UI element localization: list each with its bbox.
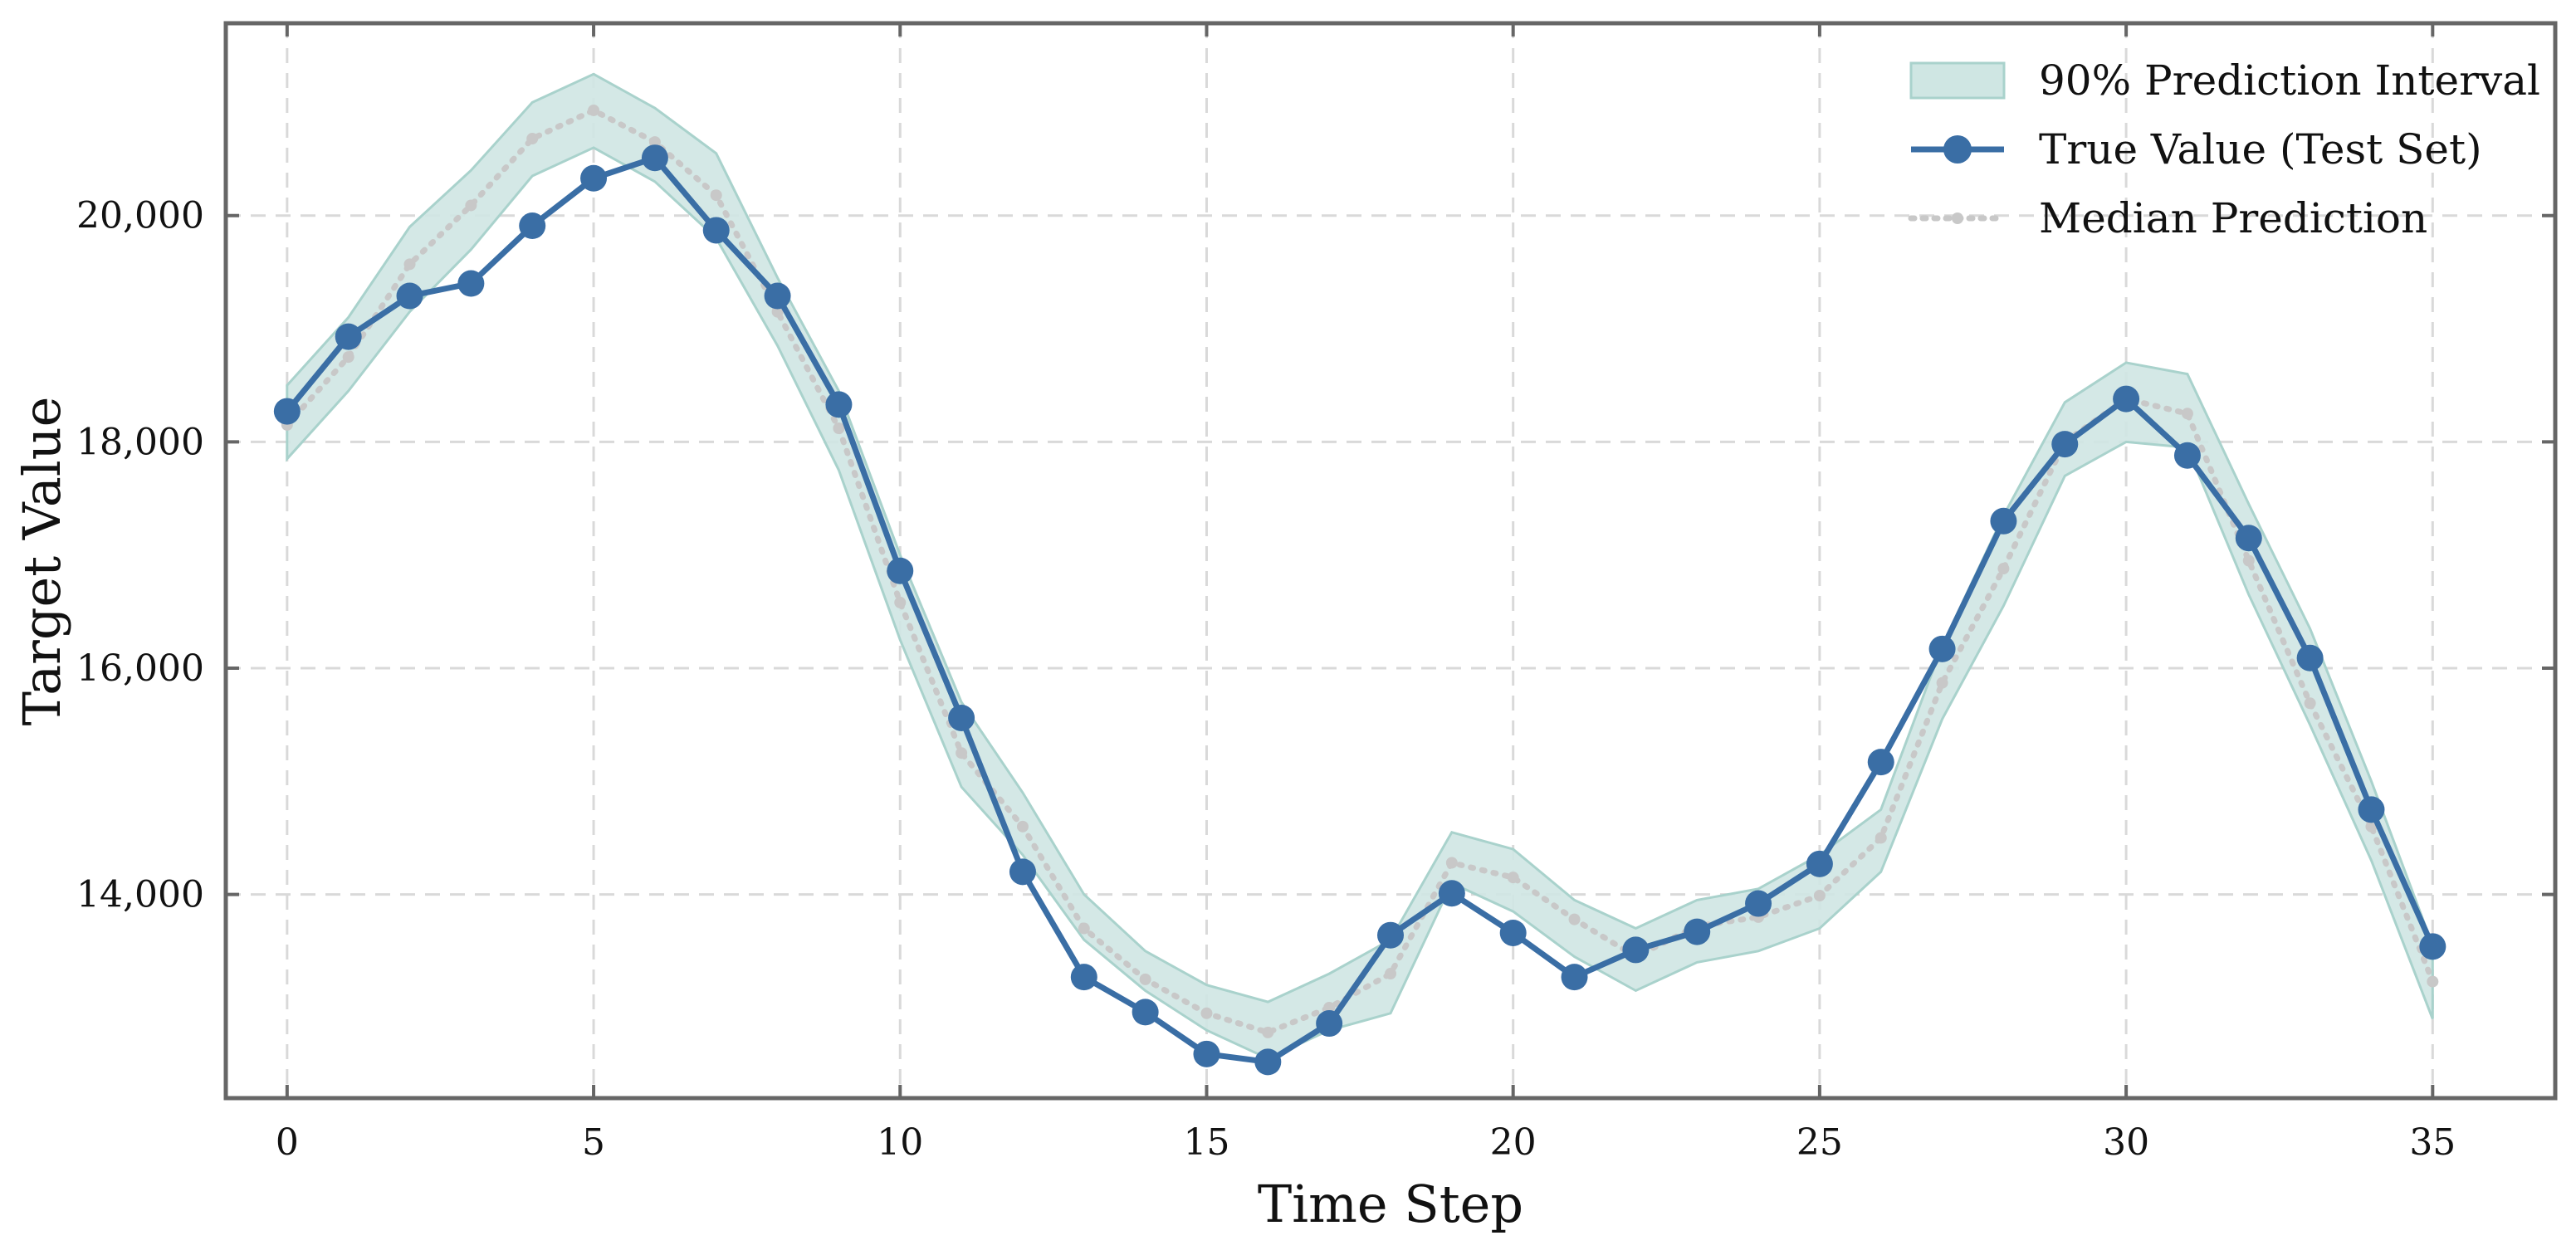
- median-prediction-point: [2304, 697, 2316, 710]
- true-value-point: [1132, 999, 1159, 1026]
- prediction-interval-band-layer: [286, 72, 2434, 1060]
- x-tick-label: 10: [877, 1121, 923, 1164]
- plot-frame: [223, 21, 2558, 1101]
- median-prediction-point: [1875, 832, 1887, 844]
- median-prediction-point: [1139, 973, 1151, 985]
- true-value-point: [1193, 1040, 1220, 1067]
- true-value-point: [457, 270, 485, 297]
- true-value-point: [1806, 850, 1833, 877]
- median-prediction-point: [1385, 968, 1396, 980]
- true-value-point: [1622, 936, 1650, 964]
- legend-marker-median-prediction: [1952, 212, 1963, 224]
- true-value-point: [2051, 431, 2079, 458]
- true-value-point: [887, 557, 914, 584]
- legend-label-median-prediction: Median Prediction: [2039, 194, 2427, 242]
- median-prediction-point: [403, 258, 416, 271]
- median-prediction-point: [956, 747, 968, 759]
- true-value-point: [1745, 890, 1772, 917]
- median-prediction-point: [2427, 975, 2439, 988]
- median-prediction-point: [1445, 857, 1458, 869]
- y-tick-label: 14,000: [76, 874, 204, 916]
- median-prediction-point: [526, 133, 539, 145]
- median-prediction-point: [1997, 563, 2010, 575]
- true-value-point: [1990, 507, 2017, 535]
- median-prediction-point: [894, 596, 907, 608]
- prediction-interval-band: [286, 72, 2434, 1060]
- median-prediction-point: [710, 189, 722, 202]
- tick-marks: [226, 23, 2555, 1098]
- true-value-point: [335, 323, 362, 350]
- x-tick-label: 20: [1490, 1121, 1537, 1164]
- true-value-point: [396, 282, 423, 310]
- true-value-layer: [273, 144, 2446, 1076]
- grid: [226, 23, 2555, 1098]
- true-value-point: [825, 391, 853, 418]
- true-value-point: [2296, 644, 2324, 671]
- true-value-point: [1316, 1010, 1343, 1038]
- x-tick-label: 0: [276, 1121, 299, 1164]
- y-tick-labels: 14,000 16,000 18,000 20,000: [76, 195, 204, 916]
- legend-marker-true-value: [1943, 135, 1972, 164]
- y-tick-label: 16,000: [76, 647, 204, 690]
- x-tick-label: 30: [2103, 1121, 2149, 1164]
- x-tick-labels: 0 5 10 15 20 25 30 35: [276, 1121, 2456, 1164]
- true-value-point: [1438, 880, 1465, 907]
- median-prediction-point: [1568, 913, 1581, 925]
- true-value-point: [1928, 635, 1956, 662]
- median-prediction-point: [1813, 889, 1826, 901]
- median-prediction-point: [1016, 820, 1029, 833]
- legend-label-prediction-interval: 90% Prediction Interval: [2039, 56, 2540, 105]
- true-value-point: [702, 217, 730, 244]
- true-value-point: [1009, 858, 1036, 886]
- true-value-point: [519, 212, 546, 240]
- true-value-point: [764, 282, 791, 310]
- true-value-point: [1867, 749, 1894, 776]
- y-tick-label: 18,000: [76, 421, 204, 463]
- median-prediction-point: [588, 104, 600, 116]
- x-tick-label: 15: [1183, 1121, 1229, 1164]
- median-prediction-point: [2365, 820, 2378, 833]
- median-prediction-point: [2242, 554, 2255, 567]
- true-value-point: [1070, 964, 1097, 991]
- y-tick-label: 20,000: [76, 195, 204, 237]
- true-value-point: [1254, 1048, 1282, 1076]
- true-value-point: [580, 164, 608, 192]
- true-value-point: [1561, 964, 1588, 991]
- true-value-point: [273, 398, 301, 425]
- true-value-point: [1377, 921, 1404, 949]
- true-value-point: [2358, 796, 2385, 823]
- true-value-point: [1499, 919, 1527, 946]
- legend-swatch-prediction-interval: [1909, 61, 2006, 100]
- true-value-point: [2113, 385, 2140, 413]
- median-prediction-point: [833, 422, 845, 435]
- true-value-point: [641, 144, 668, 172]
- legend-label-true-value: True Value (Test Set): [2039, 125, 2482, 173]
- x-axis-title: Time Step: [1258, 1174, 1523, 1234]
- legend: 90% Prediction Interval True Value (Test…: [1908, 56, 2540, 242]
- true-value-point: [1684, 918, 1711, 945]
- x-tick-label: 5: [582, 1121, 605, 1164]
- y-axis-title: Target Value: [12, 397, 72, 726]
- median-prediction-point: [1507, 872, 1519, 884]
- median-prediction-point: [1200, 1007, 1213, 1019]
- median-prediction-point: [1262, 1026, 1274, 1038]
- true-value-point: [2235, 525, 2262, 552]
- true-value-point: [948, 704, 975, 731]
- median-prediction-point: [342, 351, 354, 364]
- median-prediction-point: [1936, 676, 1948, 689]
- true-value-point: [2419, 933, 2446, 960]
- x-tick-label: 35: [2409, 1121, 2456, 1164]
- median-prediction-point: [465, 199, 477, 212]
- true-value-point: [2173, 442, 2201, 469]
- median-prediction-point: [1078, 922, 1090, 935]
- median-prediction-point: [2181, 408, 2193, 420]
- x-tick-label: 25: [1796, 1121, 1843, 1164]
